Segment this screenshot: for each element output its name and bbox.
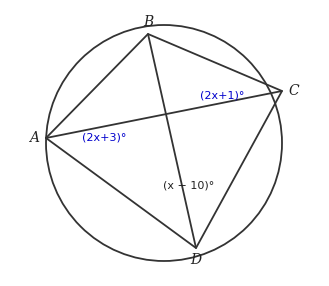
Text: (2x+3)°: (2x+3)° <box>82 133 126 143</box>
Text: (2x+1)°: (2x+1)° <box>200 91 244 101</box>
Text: (x − 10)°: (x − 10)° <box>163 181 214 191</box>
Text: B: B <box>143 15 153 29</box>
Text: D: D <box>190 253 202 267</box>
Text: A: A <box>29 131 39 145</box>
Text: C: C <box>289 84 299 98</box>
